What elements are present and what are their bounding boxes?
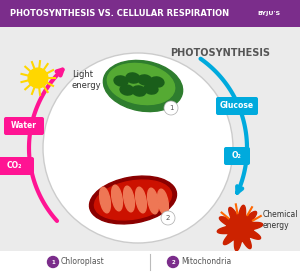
Ellipse shape <box>158 189 168 215</box>
Text: 1: 1 <box>51 260 55 265</box>
FancyBboxPatch shape <box>0 157 34 175</box>
Ellipse shape <box>126 73 140 83</box>
Text: PHOTOSYNTHESIS: PHOTOSYNTHESIS <box>170 48 270 58</box>
Text: Chloroplast: Chloroplast <box>61 257 105 266</box>
Ellipse shape <box>120 85 134 95</box>
FancyBboxPatch shape <box>0 0 247 27</box>
Text: 2: 2 <box>171 260 175 265</box>
FancyBboxPatch shape <box>239 0 300 27</box>
Ellipse shape <box>150 77 164 87</box>
Ellipse shape <box>114 76 128 86</box>
Text: CO₂: CO₂ <box>6 162 22 171</box>
Ellipse shape <box>107 63 175 105</box>
Ellipse shape <box>144 84 158 94</box>
Circle shape <box>167 257 178 268</box>
Ellipse shape <box>100 187 110 213</box>
Text: Mitochondria: Mitochondria <box>181 257 231 266</box>
Text: Water: Water <box>11 121 37 130</box>
Text: O₂: O₂ <box>232 152 242 161</box>
Ellipse shape <box>138 75 152 85</box>
Text: 2: 2 <box>166 215 170 221</box>
Text: 1: 1 <box>169 105 173 111</box>
Text: CELLULAR RESPIRATION: CELLULAR RESPIRATION <box>54 253 186 263</box>
Circle shape <box>164 101 178 115</box>
Text: Glucose: Glucose <box>220 102 254 111</box>
Ellipse shape <box>124 186 134 212</box>
Circle shape <box>161 211 175 225</box>
Circle shape <box>28 68 48 88</box>
Polygon shape <box>217 205 263 251</box>
Ellipse shape <box>132 86 146 96</box>
Ellipse shape <box>103 60 183 112</box>
Ellipse shape <box>94 180 172 220</box>
FancyBboxPatch shape <box>0 251 300 273</box>
FancyBboxPatch shape <box>216 97 258 115</box>
Text: Chemical
energy: Chemical energy <box>263 210 298 230</box>
Circle shape <box>47 257 58 268</box>
Text: BYJU'S: BYJU'S <box>257 10 280 16</box>
Text: Light
energy: Light energy <box>72 70 102 90</box>
Ellipse shape <box>112 185 122 211</box>
FancyBboxPatch shape <box>4 117 44 135</box>
Text: PHOTOSYNTHESIS VS. CELLULAR RESPIRATION: PHOTOSYNTHESIS VS. CELLULAR RESPIRATION <box>11 8 230 17</box>
Ellipse shape <box>89 176 176 224</box>
Ellipse shape <box>136 187 146 213</box>
Ellipse shape <box>148 188 158 214</box>
FancyBboxPatch shape <box>224 147 250 165</box>
Circle shape <box>43 53 233 243</box>
